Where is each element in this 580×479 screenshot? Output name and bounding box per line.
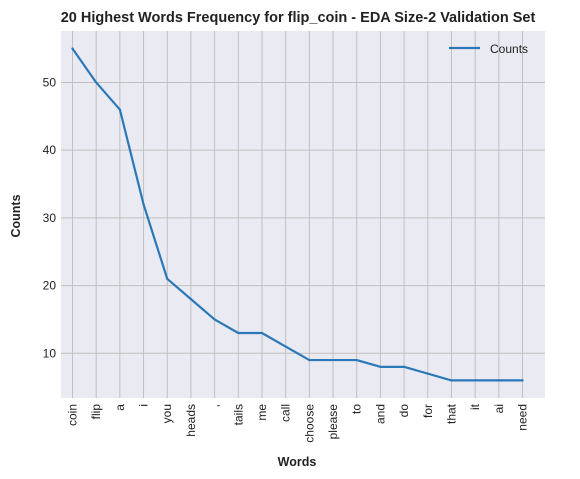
- x-tick-label: to: [350, 404, 364, 414]
- data-point: [213, 318, 216, 321]
- x-tick-label: tails: [231, 404, 245, 425]
- x-tick-label: you: [160, 404, 174, 423]
- legend-label-counts: Counts: [490, 42, 528, 56]
- x-tick-label: me: [255, 404, 269, 421]
- y-axis-label: Counts: [9, 194, 23, 237]
- series-group: [71, 47, 524, 382]
- x-tick-label: flip: [89, 404, 103, 420]
- x-gridlines: [72, 31, 523, 398]
- data-point: [166, 277, 169, 280]
- x-tick-label: call: [279, 404, 293, 422]
- x-tick-label: do: [397, 404, 411, 418]
- data-point: [118, 108, 121, 111]
- y-gridlines: [61, 81, 545, 354]
- data-point: [402, 365, 406, 368]
- y-tick-label: 20: [43, 279, 57, 293]
- data-point: [95, 81, 98, 84]
- x-tick-label: ai: [492, 404, 506, 413]
- y-tick-label: 10: [43, 346, 57, 360]
- x-tick-label: a: [113, 404, 127, 411]
- data-point: [260, 331, 264, 335]
- data-point: [474, 379, 477, 382]
- x-tick-label: need: [516, 404, 530, 431]
- plot-area: [61, 31, 545, 398]
- y-tick-label: 30: [43, 211, 57, 225]
- data-point: [355, 358, 358, 362]
- data-point: [379, 365, 382, 368]
- data-point: [426, 372, 429, 375]
- x-tick-label: i: [137, 404, 151, 407]
- data-point: [237, 331, 240, 335]
- data-point: [189, 298, 193, 301]
- legend: Counts: [449, 42, 528, 56]
- x-tick-label: coin: [66, 404, 80, 426]
- x-tick-label: please: [326, 404, 340, 440]
- data-point: [521, 379, 524, 382]
- data-point: [450, 379, 453, 382]
- x-tick-label: that: [444, 403, 458, 424]
- x-tick-label: for: [421, 404, 435, 418]
- x-tick-labels: coin flip a i you heads, tails me call choose plea…: [66, 403, 530, 442]
- x-tick-label: choose: [302, 404, 316, 443]
- y-tick-label: 40: [43, 143, 57, 157]
- x-tick-label: and: [373, 404, 387, 424]
- chart-title: 20 Highest Words Frequency for flip_coin…: [61, 10, 536, 26]
- data-point: [142, 203, 145, 206]
- y-tick-label: 50: [43, 75, 57, 89]
- x-axis-label: Words: [278, 455, 317, 469]
- data-point: [308, 358, 311, 362]
- y-tick-labels: 10 20 30 40 50: [43, 75, 57, 360]
- x-tick-label: heads: [184, 404, 198, 437]
- data-point: [284, 345, 287, 348]
- data-point: [497, 379, 500, 382]
- x-tick-label: ,: [208, 404, 222, 407]
- series-line-counts: [71, 47, 524, 382]
- x-tick-label: it: [468, 403, 482, 410]
- data-point: [331, 358, 335, 362]
- data-point: [71, 47, 74, 50]
